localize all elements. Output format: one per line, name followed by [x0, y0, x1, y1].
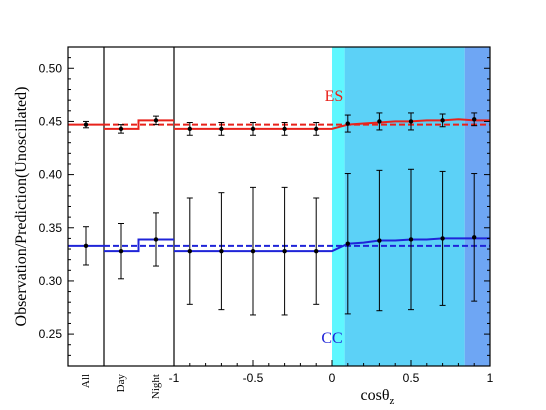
point-costheta	[313, 197, 320, 305]
y-axis-title: Observation/Prediction(Unoscillated)	[13, 87, 30, 327]
point-all	[83, 120, 89, 129]
data-point	[83, 122, 89, 127]
point-costheta	[439, 113, 446, 128]
category-label-day: Day	[115, 374, 127, 393]
y-tick-label: 0.45	[39, 114, 63, 128]
point-costheta	[344, 173, 351, 315]
data-point	[250, 126, 256, 132]
point-costheta	[218, 121, 225, 136]
x-axis-title-subscript: z	[390, 395, 395, 407]
data-point	[153, 237, 159, 242]
y-tick-label: 0.30	[39, 274, 63, 288]
point-costheta	[250, 186, 256, 316]
data-point	[440, 236, 445, 241]
series-cc	[68, 168, 490, 316]
shaded-band-1	[344, 47, 465, 366]
point-costheta	[471, 173, 478, 302]
data-point	[440, 118, 445, 123]
point-costheta	[218, 192, 225, 311]
data-point	[153, 118, 159, 123]
x-axis-title-base: cosθ	[361, 387, 390, 404]
data-point	[83, 243, 89, 249]
data-point	[118, 126, 124, 132]
point-night	[153, 115, 159, 126]
point-costheta	[439, 170, 446, 306]
x-tick-label: -0.5	[243, 371, 264, 385]
y-axis: 0.25 0.30 0.35 0.40 0.45 0.50	[39, 57, 490, 356]
point-costheta	[186, 121, 193, 136]
y-tick-label: 0.50	[39, 61, 63, 75]
data-point	[472, 235, 477, 240]
point-costheta	[186, 197, 193, 305]
model-line	[174, 237, 490, 253]
data-point	[250, 248, 256, 254]
data-point	[118, 248, 124, 254]
point-costheta	[408, 168, 414, 311]
x-tick-label: 1	[487, 371, 494, 385]
data-point	[219, 248, 224, 254]
point-costheta	[250, 121, 256, 136]
data-point	[377, 119, 382, 124]
point-all	[83, 226, 89, 266]
data-point	[187, 248, 192, 254]
x-tick-label: 0	[329, 371, 336, 385]
series-label-cc: CC	[321, 330, 342, 347]
category-label-night: Night	[150, 374, 162, 399]
y-tick-label: 0.40	[39, 168, 63, 182]
point-costheta	[471, 112, 478, 127]
y-tick-label: 0.35	[39, 221, 63, 235]
series-label-es: ES	[325, 88, 344, 105]
point-night	[153, 212, 159, 267]
point-costheta	[376, 112, 383, 131]
point-day	[118, 124, 124, 134]
y-tick-label: 0.25	[39, 327, 63, 341]
shaded-band-2	[464, 47, 490, 366]
data-point	[282, 126, 287, 132]
data-point	[314, 248, 319, 254]
data-point	[345, 241, 350, 246]
category-label-all: All	[80, 374, 92, 388]
panel-dividers	[103, 47, 175, 366]
data-point	[377, 238, 382, 243]
x-tick-label: -1	[169, 371, 180, 385]
series-labels: ES CC	[321, 88, 343, 347]
data-point	[408, 119, 414, 124]
point-costheta	[313, 121, 320, 136]
point-costheta	[408, 112, 414, 131]
point-day	[118, 223, 124, 280]
point-costheta	[281, 121, 288, 136]
data-point	[472, 117, 477, 122]
model-line	[174, 118, 490, 130]
data-point	[408, 237, 414, 242]
data-point	[219, 126, 224, 132]
data-point	[345, 121, 350, 126]
data-point	[314, 126, 319, 132]
shaded-bands	[332, 47, 490, 366]
x-axis: -1 -0.5 0 0.5 1 All Day Night	[80, 360, 494, 399]
point-costheta	[281, 186, 288, 316]
series-es	[68, 112, 490, 136]
data-point	[187, 126, 192, 132]
x-axis-title: cosθz	[361, 387, 395, 407]
point-costheta	[344, 114, 351, 133]
point-costheta	[376, 169, 383, 312]
series-layer	[68, 112, 490, 316]
data-point	[282, 248, 287, 254]
x-tick-label: 0.5	[403, 371, 420, 385]
